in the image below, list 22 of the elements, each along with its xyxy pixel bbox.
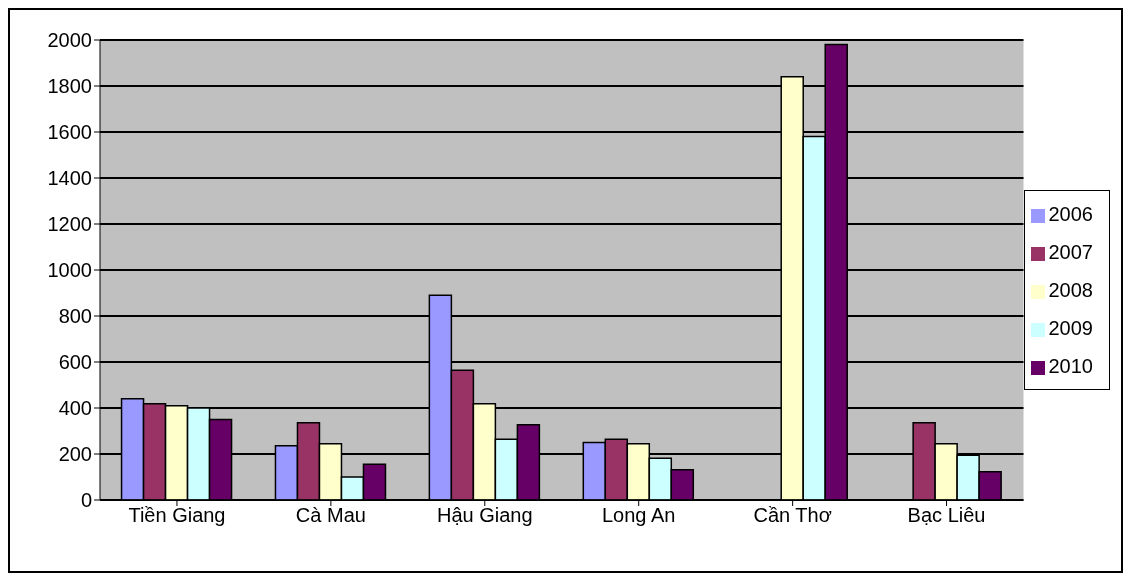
y-tick-label: 2000 [47,29,92,52]
y-tick-label: 1800 [47,75,92,98]
y-tick-label: 1000 [47,259,92,282]
legend-label: 2008 [1048,279,1093,301]
y-tick-label: 400 [58,397,92,420]
x-tick-label: Long An [602,504,676,527]
x-tick-label: Cà Mau [295,504,366,527]
x-tick-label: Hậu Giang [436,504,533,527]
x-tick-label: Bạc Liêu [907,504,986,527]
legend-label: 2007 [1048,241,1093,263]
x-tick-label: Cần Thơ [753,504,832,527]
y-tick-label: 200 [58,443,92,466]
legend-label: 2009 [1048,317,1093,339]
y-tick-label: 0 [80,489,92,512]
y-tick-label: 1400 [47,167,92,190]
legend-label: 2006 [1048,203,1093,225]
y-tick-label: 1200 [47,213,92,236]
x-tick-label: Tiền Giang [128,504,226,527]
legend-label: 2010 [1048,355,1093,377]
y-tick-label: 1600 [47,121,92,144]
y-tick-label: 800 [58,305,92,328]
y-tick-label: 600 [58,351,92,374]
